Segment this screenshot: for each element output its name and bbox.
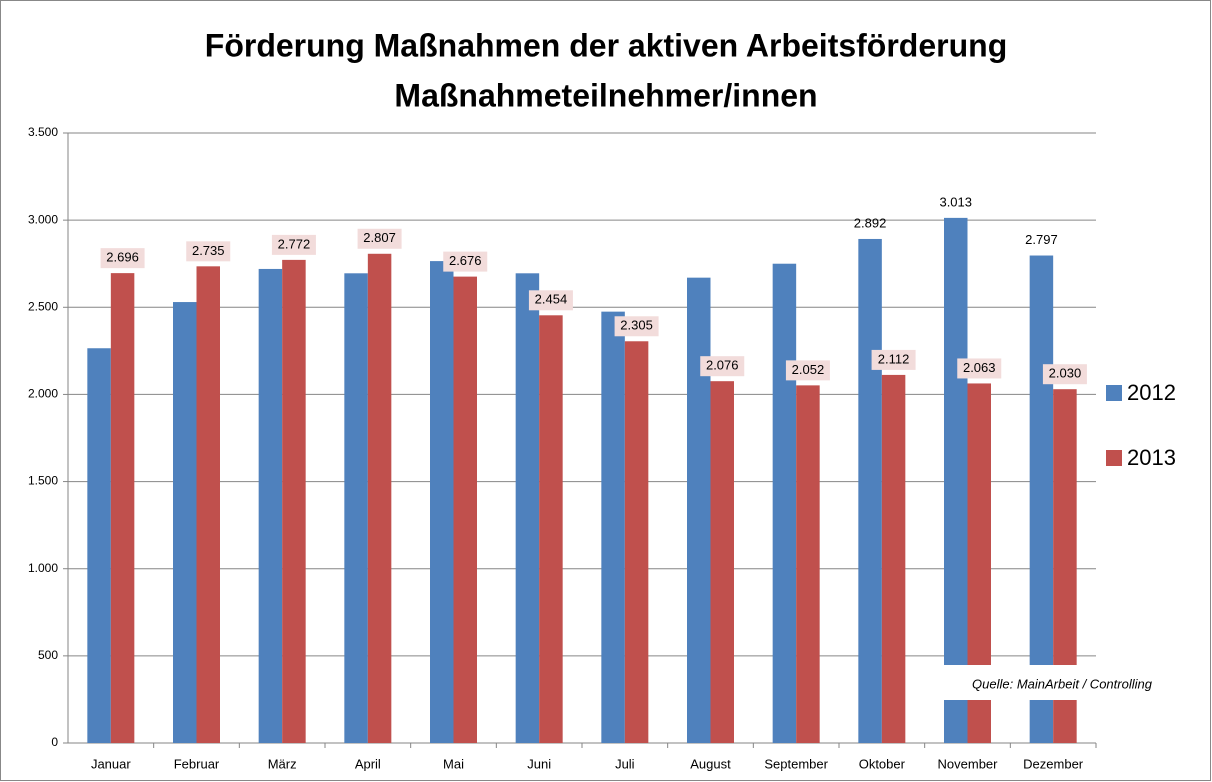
x-tick-label: Januar <box>91 756 131 771</box>
x-tick-label: März <box>268 756 297 771</box>
y-tick-label: 2.000 <box>28 387 58 401</box>
y-tick-label: 3.500 <box>28 125 58 139</box>
data-label-box <box>871 349 916 370</box>
bar <box>881 374 906 743</box>
data-label: 2.892 <box>854 215 887 230</box>
x-tick-label: Mai <box>443 756 464 771</box>
legend-swatch <box>1106 385 1122 401</box>
data-label: 3.013 <box>939 194 972 209</box>
data-label: 2.305 <box>620 318 653 333</box>
bar <box>601 311 625 743</box>
data-label-box <box>700 356 745 377</box>
data-label: 2.696 <box>106 250 139 265</box>
data-label-box <box>186 241 231 262</box>
data-label-box <box>100 248 145 269</box>
bar <box>796 385 820 743</box>
x-tick-label: Februar <box>174 756 220 771</box>
y-tick-label: 2.500 <box>28 299 58 313</box>
x-tick-label: Dezember <box>1023 756 1084 771</box>
bar <box>687 277 711 743</box>
bar <box>344 273 368 743</box>
data-label: 2.112 <box>878 351 910 366</box>
bar <box>367 253 392 743</box>
note-box <box>940 665 1187 700</box>
data-label: 2.454 <box>535 292 568 307</box>
bar <box>967 383 991 743</box>
bar <box>944 217 968 743</box>
data-label-box <box>614 316 659 337</box>
legend-label: 2013 <box>1127 445 1176 470</box>
legend-swatch <box>1106 450 1122 466</box>
bar <box>710 381 734 743</box>
data-label: 2.030 <box>1049 366 1082 381</box>
x-tick-label: August <box>690 756 731 771</box>
x-tick-label: Oktober <box>859 756 906 771</box>
y-tick-label: 0 <box>51 735 58 749</box>
source-note: Quelle: MainArbeit / Controlling <box>972 676 1153 691</box>
bar <box>87 348 111 743</box>
data-label: 2.052 <box>792 362 825 377</box>
y-tick-label: 3.000 <box>28 212 58 226</box>
x-tick-label: November <box>938 756 999 771</box>
data-label-box <box>528 290 573 311</box>
data-label: 2.676 <box>449 253 482 268</box>
bar <box>1053 389 1077 743</box>
data-label: 2.797 <box>1025 232 1058 247</box>
bar <box>282 259 306 743</box>
bar <box>196 266 220 743</box>
bar <box>430 261 454 743</box>
data-label: 2.807 <box>363 230 396 245</box>
data-label-box <box>357 228 402 249</box>
bar <box>858 238 882 744</box>
x-tick-label: April <box>355 756 381 771</box>
bar <box>515 273 540 743</box>
x-tick-label: Juni <box>527 756 551 771</box>
y-tick-label: 500 <box>38 648 58 662</box>
y-tick-label: 1.500 <box>28 474 58 488</box>
data-label-box <box>957 358 1002 379</box>
x-tick-label: September <box>764 756 828 771</box>
bar <box>173 302 197 743</box>
chart-subtitle: Maßnahmeteilnehmer/innen <box>394 77 817 113</box>
data-label-box <box>443 251 488 272</box>
legend-label: 2012 <box>1127 380 1176 405</box>
bar <box>110 273 135 743</box>
x-tick-label: Juli <box>615 756 635 771</box>
data-label: 2.735 <box>192 243 225 258</box>
data-label: 2.076 <box>706 358 739 373</box>
bar <box>772 263 797 743</box>
bar <box>624 341 649 743</box>
bar <box>453 276 477 743</box>
data-label-box <box>785 360 830 381</box>
data-label: 2.772 <box>278 236 311 251</box>
chart-title: Förderung Maßnahmen der aktiven Arbeitsf… <box>205 27 1007 63</box>
bar <box>258 268 283 743</box>
data-label: 2.063 <box>963 360 996 375</box>
data-label-box <box>1042 364 1087 385</box>
data-label-box <box>271 234 316 255</box>
bar <box>539 315 563 743</box>
y-tick-label: 1.000 <box>28 561 58 575</box>
